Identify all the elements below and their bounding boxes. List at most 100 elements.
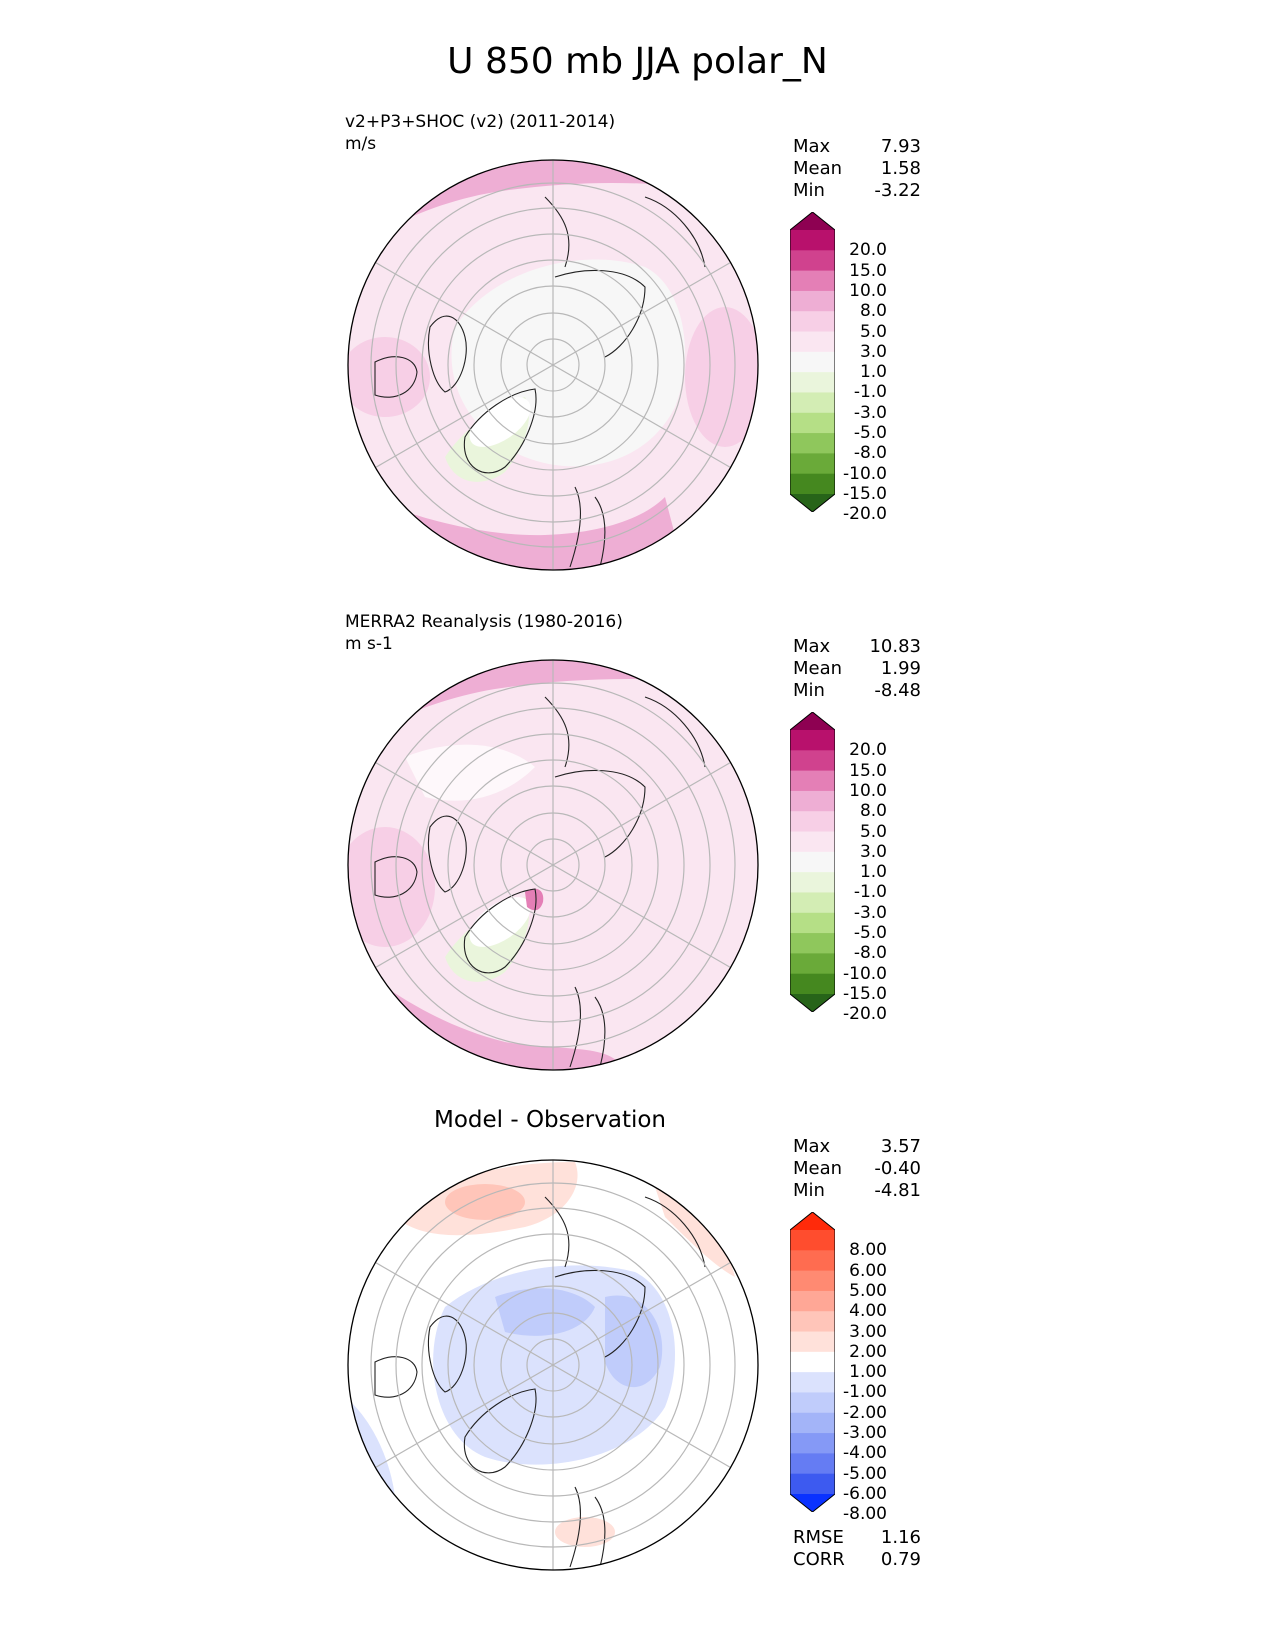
panel-title: MERRA2 Reanalysis (1980-2016) — [345, 612, 623, 632]
colorbar-bin — [790, 750, 835, 772]
colorbar-extend-bottom — [790, 994, 835, 1012]
colorbar-bin — [790, 770, 835, 792]
colorbar-bin — [790, 1230, 835, 1251]
colorbar-bin — [790, 953, 835, 975]
colorbar-bin — [790, 250, 835, 272]
stat-mean: Mean 1.99 — [793, 658, 921, 679]
colorbar-tick-label: -3.0 — [853, 402, 887, 423]
colorbar-bin — [790, 1372, 835, 1393]
colorbar — [790, 212, 835, 512]
colorbar — [790, 712, 835, 1012]
field-positive-south — [555, 1517, 615, 1547]
colorbar-bin — [790, 1250, 835, 1272]
panel-units: m/s — [345, 134, 377, 154]
field-positive-northeast — [655, 1187, 735, 1277]
colorbar-tick-label: 2.00 — [849, 1341, 887, 1362]
colorbar-bin — [790, 433, 835, 454]
colorbar-tick-label: -3.0 — [853, 902, 887, 923]
colorbar-bin — [790, 351, 835, 373]
colorbar-bin — [790, 331, 835, 353]
colorbar-tick-label: 8.00 — [849, 1240, 887, 1261]
colorbar-extend-top — [790, 1212, 835, 1230]
colorbar-tick-label: 8.0 — [859, 801, 887, 822]
colorbar-bin — [790, 1331, 835, 1353]
graticule — [370, 160, 736, 570]
colorbar-bin — [790, 973, 835, 995]
colorbar-bin — [790, 872, 835, 893]
colorbar-bin — [790, 1453, 835, 1475]
colorbar-extend-bottom — [790, 1494, 835, 1512]
colorbar-bin — [790, 1433, 835, 1454]
colorbar-extend-top — [790, 712, 835, 730]
field-positive-north-core — [445, 1184, 525, 1220]
stat-max: Max 3.57 — [793, 1136, 921, 1157]
colorbar-bin — [790, 392, 835, 414]
colorbar-tick-label: 6.00 — [849, 1260, 887, 1281]
colorbar-tick-label: 5.0 — [859, 821, 887, 842]
field-greenland-interior — [469, 897, 531, 947]
colorbar-bin — [790, 290, 835, 312]
metric-rmse: RMSE 1.16 — [793, 1527, 921, 1548]
colorbar-bin — [790, 1270, 835, 1292]
stats-block: Max 10.83 Mean 1.99 Min -8.48 — [793, 636, 921, 702]
colorbar-bin — [790, 1290, 835, 1312]
colorbar-bin — [790, 933, 835, 954]
colorbar-tick-label: -20.0 — [843, 1004, 887, 1025]
field-high-greenland-edge — [525, 888, 544, 911]
colorbar-tick-label: 10.0 — [849, 780, 887, 801]
panel-observation: MERRA2 Reanalysis (1980-2016) m s-1 — [0, 612, 1275, 1092]
colorbar — [790, 1212, 835, 1512]
colorbar-tick-label: 3.00 — [849, 1321, 887, 1342]
colorbar-bin — [790, 1412, 835, 1434]
colorbar-tick-label: -15.0 — [843, 984, 887, 1004]
colorbar-tick-label: -1.0 — [853, 882, 887, 903]
colorbar-bin — [790, 372, 835, 393]
colorbar-bin — [790, 1392, 835, 1414]
colorbar-tick-label: 5.00 — [849, 1280, 887, 1301]
colorbar-tick-label: -1.0 — [853, 382, 887, 403]
colorbar-extend-top — [790, 212, 835, 230]
field-mid-east — [685, 307, 758, 447]
graticule — [370, 1160, 736, 1570]
colorbar-tick-label: 3.0 — [859, 341, 887, 362]
colorbar-tick-label: -3.00 — [843, 1423, 887, 1444]
colorbar-tick-label: -8.0 — [853, 943, 887, 964]
colorbar-tick-label: -5.0 — [853, 423, 887, 444]
colorbar-bin — [790, 311, 835, 333]
colorbar-bin — [790, 453, 835, 475]
colorbar-bin — [790, 270, 835, 292]
coastlines — [374, 196, 706, 568]
map-boundary — [347, 159, 759, 571]
polar-map-model — [347, 159, 759, 571]
colorbar-bin — [790, 892, 835, 914]
colorbar-tick-label: -8.0 — [853, 443, 887, 464]
colorbar-tick-label: 10.0 — [849, 280, 887, 301]
colorbar-tick-label: 20.0 — [849, 740, 887, 761]
colorbar-tick-label: 20.0 — [849, 240, 887, 261]
colorbar-tick-label: -10.0 — [843, 463, 887, 484]
panel-difference: Model - Observation — [0, 1107, 1275, 1592]
colorbar-tick-label: 1.0 — [859, 362, 887, 383]
colorbar-tick-label: -6.00 — [843, 1484, 887, 1504]
colorbar-tick-label: 1.0 — [859, 862, 887, 883]
colorbar-tick-label: -1.00 — [843, 1382, 887, 1403]
field-negative-core-2 — [605, 1295, 663, 1388]
stat-max: Max 7.93 — [793, 136, 921, 157]
colorbar-tick-label: 15.0 — [849, 760, 887, 781]
colorbar-bin — [790, 851, 835, 873]
colorbar-bin — [790, 1311, 835, 1333]
colorbar-bin — [790, 811, 835, 833]
stat-min: Min -4.81 — [793, 1180, 921, 1201]
colorbar-tick-label: 5.0 — [859, 321, 887, 342]
colorbar-tick-label: -5.00 — [843, 1463, 887, 1484]
map-boundary — [347, 659, 759, 1071]
colorbar-tick-label: 15.0 — [849, 260, 887, 281]
colorbar-tick-label: 3.0 — [859, 841, 887, 862]
panel-units: m s-1 — [345, 634, 393, 654]
panel-title: v2+P3+SHOC (v2) (2011-2014) — [345, 112, 616, 132]
colorbar-bin — [790, 1351, 835, 1373]
stat-min: Min -8.48 — [793, 680, 921, 701]
colorbar-extend-bottom — [790, 494, 835, 512]
coastlines — [374, 696, 706, 1068]
colorbar-tick-label: 1.00 — [849, 1362, 887, 1383]
